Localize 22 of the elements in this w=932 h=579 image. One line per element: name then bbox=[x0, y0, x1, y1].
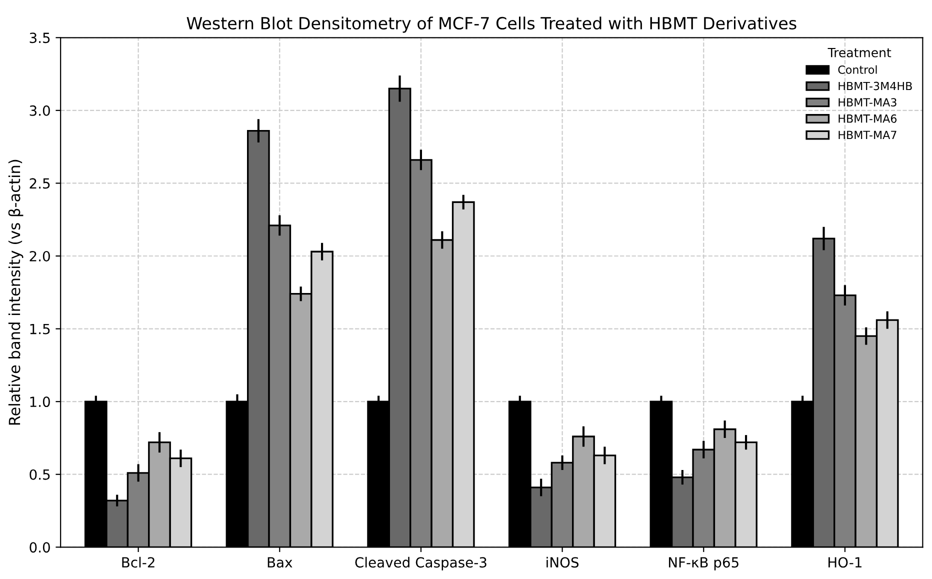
legend-label: Control bbox=[838, 65, 877, 74]
x-tick-label: Cleaved Caspase-3 bbox=[355, 556, 486, 570]
legend-title: Treatment bbox=[828, 48, 892, 58]
y-tick-label: 0.5 bbox=[30, 469, 50, 480]
y-tick-label: 2.0 bbox=[30, 250, 50, 262]
y-tick-label: 2.5 bbox=[30, 178, 50, 189]
legend-label: HBMT-MA3 bbox=[838, 98, 896, 107]
chart-title: Western Blot Densitometry of MCF-7 Cells Treated with HBMT Derivatives bbox=[186, 16, 796, 33]
legend-label: HBMT-3M4HB bbox=[838, 82, 912, 90]
x-tick-label: Bax bbox=[268, 557, 292, 568]
x-tick-label: HO-1 bbox=[828, 557, 862, 568]
x-tick-label: Bcl-2 bbox=[122, 556, 154, 568]
x-tick-label: NF-κB p65 bbox=[668, 557, 738, 570]
legend-label: HBMT-MA6 bbox=[838, 114, 897, 123]
y-tick-label: 1.5 bbox=[30, 324, 50, 334]
y-tick-label: 3.5 bbox=[30, 32, 50, 44]
y-tick-label: 1.0 bbox=[30, 396, 50, 408]
y-tick-label: 0.0 bbox=[30, 542, 50, 553]
x-tick-label: iNOS bbox=[546, 556, 579, 568]
y-tick-label: 3.0 bbox=[30, 105, 50, 116]
y-axis-title: Relative band intensity (vs β-actin) bbox=[8, 160, 24, 425]
legend-label: HBMT-MA7 bbox=[838, 130, 896, 139]
